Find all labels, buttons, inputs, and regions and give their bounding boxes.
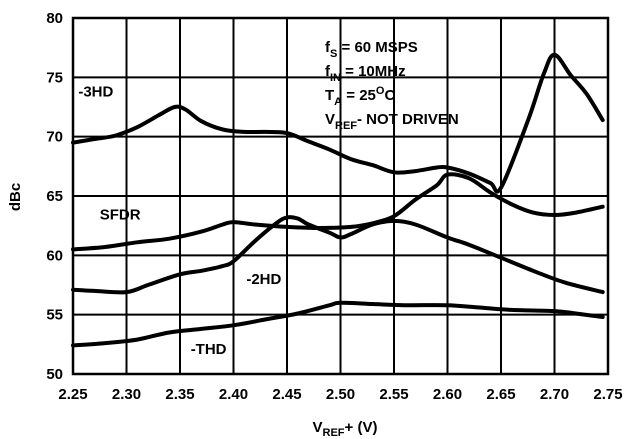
y-tick-label: 65 — [46, 188, 63, 205]
y-tick-label: 70 — [46, 129, 63, 146]
series-label-3hd: -3HD — [78, 83, 113, 100]
x-tick-label: 2.65 — [486, 386, 515, 403]
x-axis-title-main: V — [313, 419, 323, 436]
x-tick-label: 2.60 — [433, 386, 462, 403]
tick-layer: 2.25 2.30 2.35 2.40 2.45 2.50 2.55 2.60 2.65 2.70… — [46, 10, 622, 403]
annotation-line: fS = 60 MSPS — [325, 39, 418, 60]
y-tick-label: 80 — [46, 10, 63, 27]
annotation-line: TA = 25OC — [325, 85, 395, 108]
y-tick-label: 60 — [46, 247, 63, 264]
series-line-thd — [71, 300, 605, 348]
x-tick-label: 2.70 — [540, 386, 569, 403]
series-line-3hd — [71, 52, 605, 194]
series-label-sfdr: SFDR — [100, 207, 141, 224]
series-line-2hd — [71, 215, 605, 295]
y-axis-title: dBc — [7, 183, 24, 211]
x-tick-label: 2.35 — [165, 386, 194, 403]
x-tick-label: 2.40 — [219, 386, 248, 403]
curve-layer — [71, 52, 605, 348]
y-tick-label: 50 — [46, 366, 63, 383]
series-label-thd: -THD — [191, 341, 227, 358]
x-axis-title-tail: + (V) — [345, 419, 378, 436]
plot-frame — [71, 16, 610, 376]
x-axis-title-sub: REF — [323, 427, 345, 439]
series-labels: -3HD SFDR -2HD -THD — [78, 83, 281, 358]
x-axis-title: VREF+ (V) — [313, 419, 378, 439]
x-tick-label: 2.50 — [326, 386, 355, 403]
x-tick-label: 2.45 — [272, 386, 301, 403]
annotation-line: VREF- NOT DRIVEN — [325, 111, 459, 132]
x-tick-label: 2.30 — [112, 386, 141, 403]
series-label-2hd: -2HD — [246, 271, 281, 288]
x-tick-label: 2.75 — [593, 386, 622, 403]
x-tick-label: 2.55 — [379, 386, 408, 403]
y-tick-label: 55 — [46, 307, 63, 324]
annotation-line: fIN = 10MHz — [325, 63, 406, 84]
x-tick-label: 2.25 — [58, 386, 87, 403]
grid-layer — [73, 18, 608, 374]
y-tick-label: 75 — [46, 69, 63, 86]
